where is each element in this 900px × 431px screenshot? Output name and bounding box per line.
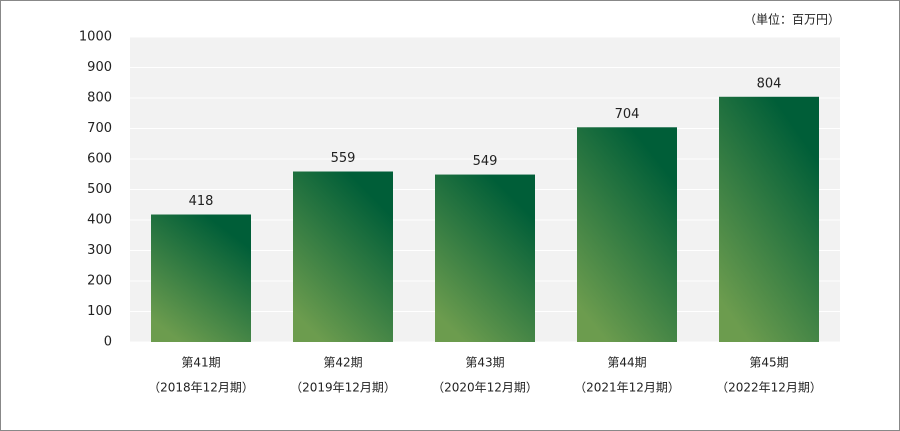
x-tick-label: 第43期: [465, 356, 504, 370]
y-tick-label: 500: [87, 182, 112, 197]
bar: [293, 171, 393, 342]
y-tick-label: 900: [87, 60, 112, 75]
value-label: 704: [615, 107, 640, 122]
x-tick-label: 第41期: [181, 356, 220, 370]
x-tick-label: 第44期: [607, 356, 646, 370]
y-tick-label: 600: [87, 152, 112, 167]
x-tick-sublabel: （2021年12月期）: [574, 381, 680, 395]
x-tick-sublabel: （2022年12月期）: [716, 381, 822, 395]
value-label: 559: [331, 151, 356, 166]
y-tick-label: 100: [87, 304, 112, 319]
x-tick-sublabel: （2019年12月期）: [290, 381, 396, 395]
y-tick-label: 300: [87, 243, 112, 258]
unit-label: （単位：百万円）: [744, 12, 840, 27]
bar: [577, 127, 677, 342]
value-label: 549: [473, 154, 498, 169]
y-tick-label: 200: [87, 274, 112, 289]
x-tick-label: 第45期: [749, 356, 788, 370]
x-tick-label: 第42期: [323, 356, 362, 370]
value-label: 418: [189, 194, 214, 209]
x-tick-sublabel: （2020年12月期）: [432, 381, 538, 395]
bar: [435, 174, 535, 342]
bar: [151, 214, 251, 342]
y-tick-label: 1000: [79, 30, 112, 45]
y-tick-label: 800: [87, 91, 112, 106]
value-label: 804: [757, 76, 782, 91]
x-tick-sublabel: （2018年12月期）: [148, 381, 254, 395]
bar: [719, 96, 819, 342]
y-tick-label: 0: [104, 335, 112, 350]
y-tick-label: 700: [87, 121, 112, 136]
y-tick-label: 400: [87, 213, 112, 228]
